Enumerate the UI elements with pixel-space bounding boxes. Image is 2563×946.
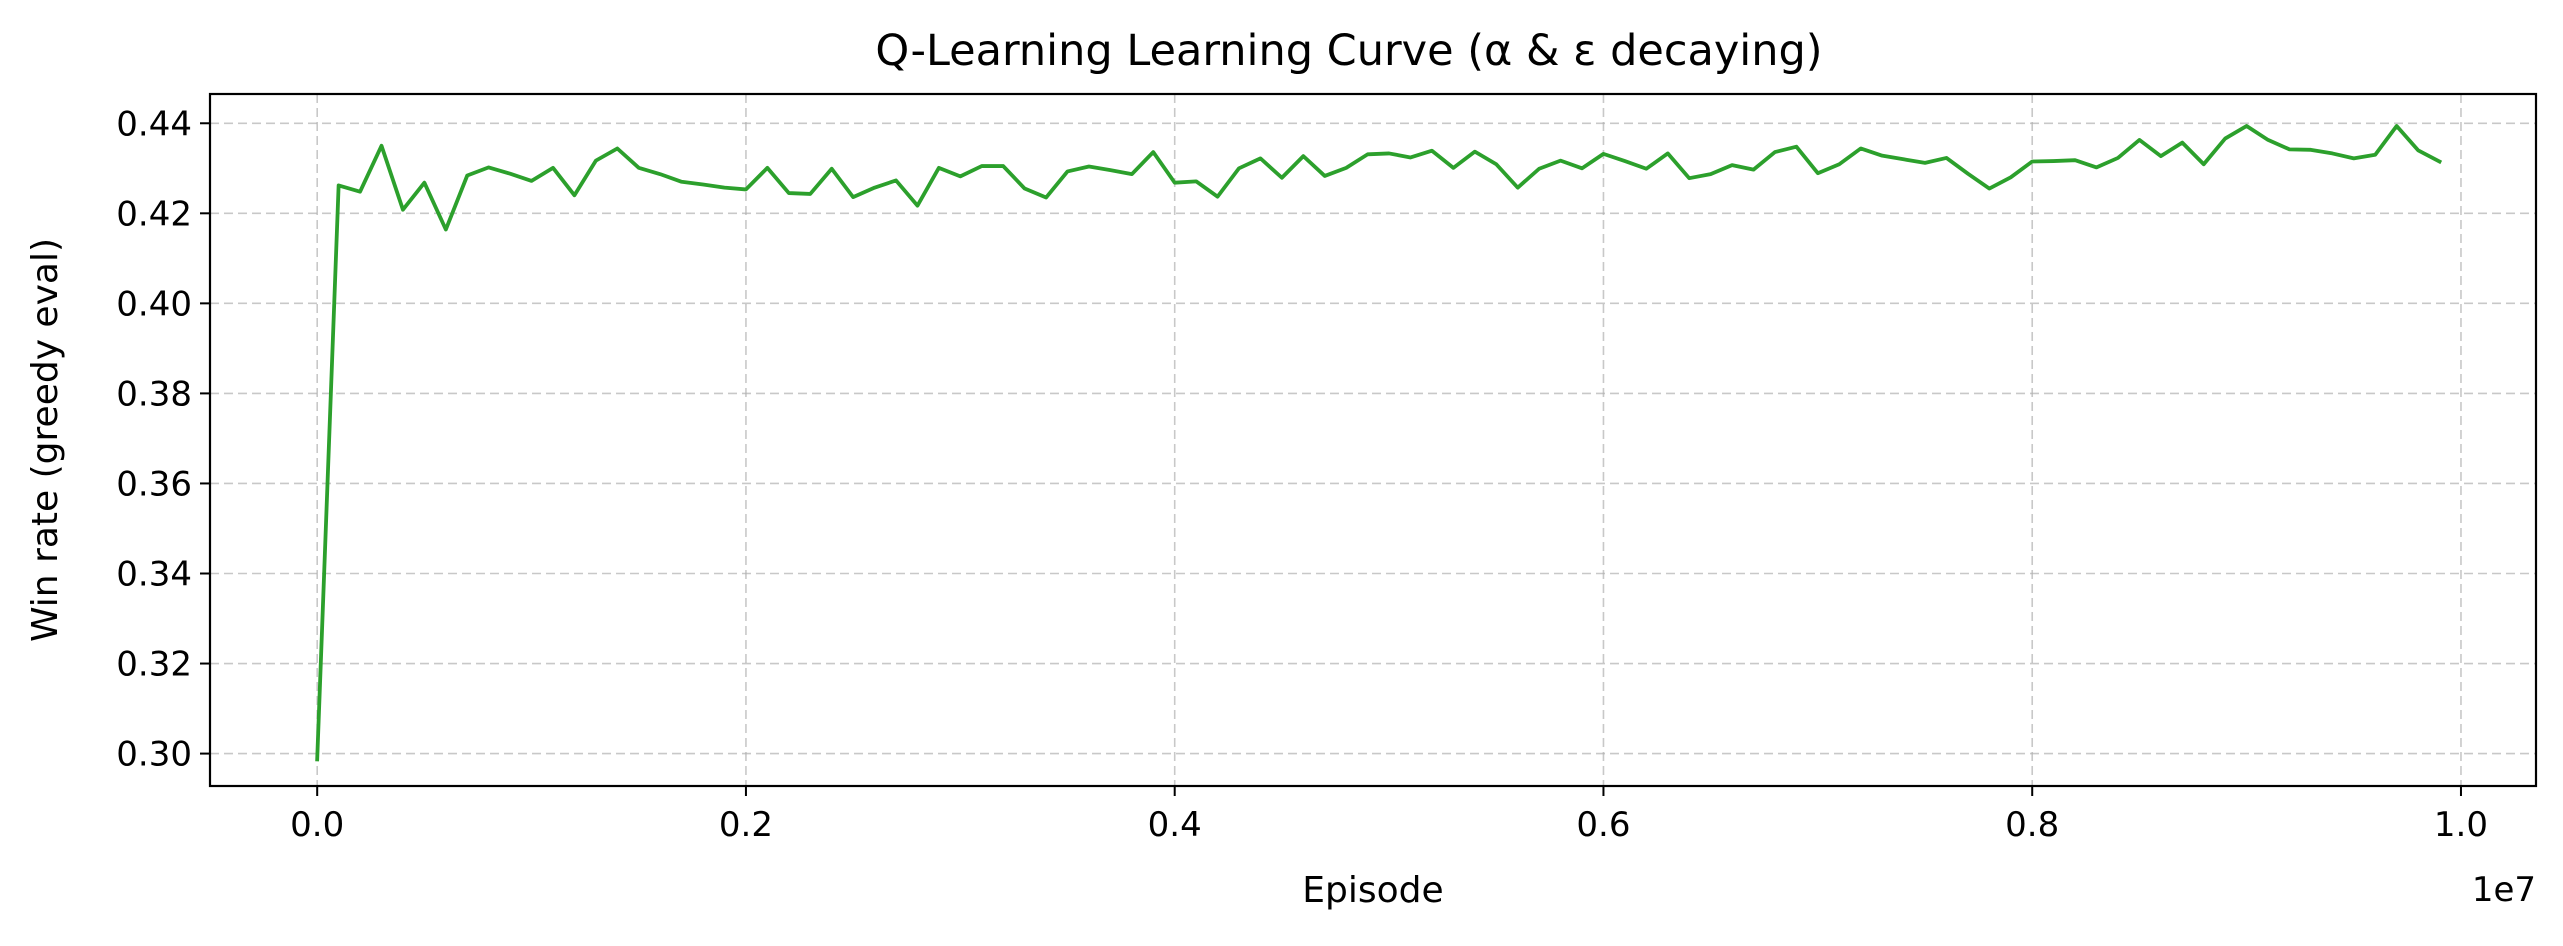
x-tick-label: 1.0 — [2434, 805, 2488, 845]
x-tick-label: 0.2 — [719, 805, 773, 845]
y-tick-label: 0.34 — [116, 554, 192, 594]
y-axis: 0.30 0.32 0.34 0.36 0.38 0.40 0.42 0.44 — [116, 104, 210, 775]
y-tick-label: 0.36 — [116, 464, 192, 504]
y-tick-label: 0.44 — [116, 104, 192, 144]
x-axis-label: Episode — [1302, 870, 1443, 911]
x-tick-label: 0.4 — [1148, 805, 1202, 845]
y-tick-label: 0.40 — [116, 284, 192, 324]
grid-lines — [210, 94, 2536, 786]
x-tick-label: 0.0 — [290, 805, 344, 845]
y-tick-label: 0.38 — [116, 374, 192, 414]
plot-area — [315, 124, 2443, 762]
x-axis: 0.0 0.2 0.4 0.6 0.8 1.0 — [290, 786, 2488, 845]
y-tick-label: 0.32 — [116, 645, 192, 685]
y-tick-label: 0.30 — [116, 735, 192, 775]
x-axis-offset-label: 1e7 — [2472, 870, 2536, 910]
axes-frame — [208, 92, 2538, 788]
y-tick-label: 0.42 — [116, 194, 192, 234]
chart-title: Q-Learning Learning Curve (α & ε decayin… — [875, 26, 1822, 76]
x-tick-label: 0.6 — [1576, 805, 1630, 845]
x-tick-label: 0.8 — [2005, 805, 2059, 845]
y-axis-label: Win rate (greedy eval) — [25, 238, 66, 642]
series-line-win-rate — [315, 124, 2443, 762]
